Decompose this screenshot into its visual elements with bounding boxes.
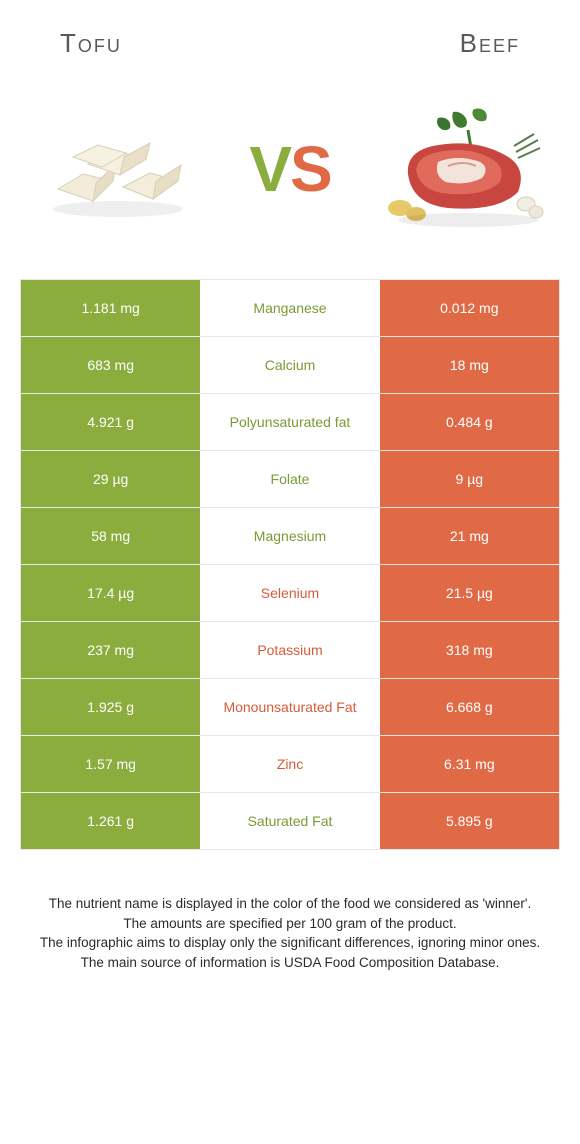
tofu-image bbox=[30, 99, 205, 239]
vs-s: S bbox=[290, 133, 331, 205]
nutrient-table: 1.181 mgManganese0.012 mg683 mgCalcium18… bbox=[20, 279, 560, 850]
header: Tofu Beef bbox=[0, 0, 580, 79]
left-value: 58 mg bbox=[21, 508, 200, 564]
tofu-icon bbox=[38, 109, 198, 229]
table-row: 58 mgMagnesium21 mg bbox=[21, 508, 559, 565]
nutrient-label: Monounsaturated Fat bbox=[200, 679, 379, 735]
left-value: 683 mg bbox=[21, 337, 200, 393]
beef-image bbox=[375, 99, 550, 239]
nutrient-label: Manganese bbox=[200, 280, 379, 336]
footer-notes: The nutrient name is displayed in the co… bbox=[0, 850, 580, 972]
nutrient-label: Zinc bbox=[200, 736, 379, 792]
right-value: 18 mg bbox=[380, 337, 559, 393]
table-row: 1.57 mgZinc6.31 mg bbox=[21, 736, 559, 793]
right-value: 0.484 g bbox=[380, 394, 559, 450]
left-value: 1.925 g bbox=[21, 679, 200, 735]
right-value: 0.012 mg bbox=[380, 280, 559, 336]
table-row: 683 mgCalcium18 mg bbox=[21, 337, 559, 394]
left-value: 4.921 g bbox=[21, 394, 200, 450]
right-value: 21.5 µg bbox=[380, 565, 559, 621]
nutrient-label: Polyunsaturated fat bbox=[200, 394, 379, 450]
right-value: 9 µg bbox=[380, 451, 559, 507]
right-value: 318 mg bbox=[380, 622, 559, 678]
left-value: 1.57 mg bbox=[21, 736, 200, 792]
nutrient-label: Folate bbox=[200, 451, 379, 507]
title-left: Tofu bbox=[60, 28, 122, 59]
nutrient-label: Magnesium bbox=[200, 508, 379, 564]
table-row: 1.925 gMonounsaturated Fat6.668 g bbox=[21, 679, 559, 736]
left-value: 1.261 g bbox=[21, 793, 200, 849]
nutrient-label: Saturated Fat bbox=[200, 793, 379, 849]
right-value: 21 mg bbox=[380, 508, 559, 564]
left-value: 1.181 mg bbox=[21, 280, 200, 336]
vs-label: VS bbox=[249, 132, 330, 206]
nutrient-label: Selenium bbox=[200, 565, 379, 621]
left-value: 29 µg bbox=[21, 451, 200, 507]
footer-line-1: The nutrient name is displayed in the co… bbox=[28, 894, 552, 914]
right-value: 6.668 g bbox=[380, 679, 559, 735]
left-value: 17.4 µg bbox=[21, 565, 200, 621]
footer-line-3: The infographic aims to display only the… bbox=[28, 933, 552, 953]
table-row: 1.181 mgManganese0.012 mg bbox=[21, 280, 559, 337]
table-row: 29 µgFolate9 µg bbox=[21, 451, 559, 508]
beef-icon bbox=[378, 104, 548, 234]
right-value: 5.895 g bbox=[380, 793, 559, 849]
left-value: 237 mg bbox=[21, 622, 200, 678]
vs-v: V bbox=[249, 133, 290, 205]
footer-line-2: The amounts are specified per 100 gram o… bbox=[28, 914, 552, 934]
nutrient-label: Potassium bbox=[200, 622, 379, 678]
hero-row: VS bbox=[0, 79, 580, 279]
title-right: Beef bbox=[460, 28, 520, 59]
footer-line-4: The main source of information is USDA F… bbox=[28, 953, 552, 973]
table-row: 1.261 gSaturated Fat5.895 g bbox=[21, 793, 559, 849]
table-row: 237 mgPotassium318 mg bbox=[21, 622, 559, 679]
right-value: 6.31 mg bbox=[380, 736, 559, 792]
table-row: 17.4 µgSelenium21.5 µg bbox=[21, 565, 559, 622]
nutrient-label: Calcium bbox=[200, 337, 379, 393]
table-row: 4.921 gPolyunsaturated fat0.484 g bbox=[21, 394, 559, 451]
